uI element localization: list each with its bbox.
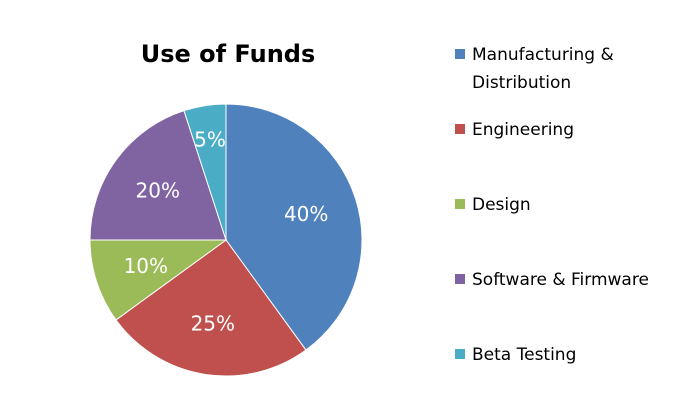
slice-label-beta-testing: 5% [194, 127, 226, 151]
slice-label-software-and-firmware: 20% [136, 178, 180, 202]
slice-label-design: 10% [124, 254, 168, 278]
legend-swatch-design [455, 199, 465, 209]
legend-label-engineering: Engineering [472, 120, 574, 140]
pie-slice-software-and-firmware [89, 110, 227, 241]
legend-label-software-and-firmware: Software & Firmware [472, 270, 649, 290]
legend-swatch-software-and-firmware [455, 274, 465, 284]
pie-slice-manufacturing-and-distribution [225, 103, 363, 351]
legend-label-manufacturing-and-distribution-line-1: Manufacturing & [472, 45, 614, 65]
slice-label-engineering: 25% [191, 311, 235, 335]
pie-slice-beta-testing [183, 103, 227, 241]
chart-title: Use of Funds [141, 40, 316, 68]
legend-swatch-engineering [455, 124, 465, 134]
slice-labels: 40% 25% 10% 20% 5% [124, 127, 329, 335]
legend-swatch-manufacturing-and-distribution [455, 49, 465, 59]
pie-slices [89, 103, 363, 377]
pie-slice-engineering [115, 239, 307, 377]
legend-swatch-beta-testing [455, 349, 465, 359]
legend-label-beta-testing: Beta Testing [472, 345, 576, 365]
legend-label-design: Design [472, 195, 531, 215]
pie-slice-design [89, 239, 228, 321]
slice-label-manufacturing-and-distribution: 40% [284, 202, 328, 226]
legend: Manufacturing & Distribution Engineering De… [455, 45, 649, 365]
legend-label-manufacturing-and-distribution-line-2: Distribution [472, 73, 571, 93]
